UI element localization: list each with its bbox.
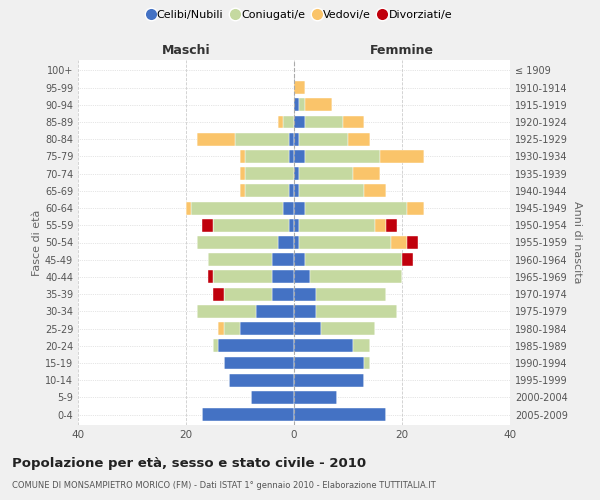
Bar <box>240 322 294 335</box>
Bar <box>256 305 294 318</box>
Bar <box>251 391 294 404</box>
Bar <box>348 132 370 145</box>
Bar <box>353 340 370 352</box>
Bar <box>294 116 305 128</box>
Bar <box>294 219 299 232</box>
Bar <box>208 254 272 266</box>
Bar <box>294 236 299 249</box>
Bar <box>294 150 305 163</box>
Bar <box>380 150 424 163</box>
Bar <box>321 322 375 335</box>
Bar <box>294 305 316 318</box>
Bar <box>294 132 299 145</box>
Bar <box>186 202 191 214</box>
Bar <box>386 219 397 232</box>
Bar <box>283 116 294 128</box>
Bar <box>299 219 375 232</box>
Bar <box>294 167 299 180</box>
Bar <box>299 132 348 145</box>
Bar <box>343 116 364 128</box>
Bar <box>407 202 424 214</box>
Y-axis label: Fasce di età: Fasce di età <box>32 210 42 276</box>
Bar <box>197 236 278 249</box>
Bar <box>407 236 418 249</box>
Bar <box>245 150 289 163</box>
Bar <box>294 408 386 421</box>
Bar <box>191 202 283 214</box>
Bar <box>299 98 305 111</box>
Bar <box>294 356 364 370</box>
Bar <box>240 184 245 198</box>
Bar <box>224 288 272 300</box>
Bar <box>197 132 235 145</box>
Bar <box>283 202 294 214</box>
Bar <box>391 236 407 249</box>
Bar <box>240 167 245 180</box>
Bar <box>305 202 407 214</box>
Text: Femmine: Femmine <box>370 44 434 57</box>
Bar <box>272 288 294 300</box>
Bar <box>299 167 353 180</box>
Bar <box>272 270 294 283</box>
Bar <box>202 408 294 421</box>
Legend: Celibi/Nubili, Coniugati/e, Vedovi/e, Divorziati/e: Celibi/Nubili, Coniugati/e, Vedovi/e, Di… <box>143 6 457 25</box>
Bar <box>316 305 397 318</box>
Bar <box>213 340 218 352</box>
Bar <box>213 288 224 300</box>
Bar <box>224 322 240 335</box>
Bar <box>294 81 305 94</box>
Y-axis label: Anni di nascita: Anni di nascita <box>572 201 581 284</box>
Bar <box>278 236 294 249</box>
Bar <box>294 322 321 335</box>
Bar <box>208 270 213 283</box>
Bar <box>299 184 364 198</box>
Bar <box>235 132 289 145</box>
Bar <box>294 288 316 300</box>
Bar <box>294 202 305 214</box>
Bar <box>375 219 386 232</box>
Bar <box>213 219 289 232</box>
Text: Maschi: Maschi <box>161 44 211 57</box>
Bar <box>245 167 294 180</box>
Bar <box>218 322 224 335</box>
Bar <box>278 116 283 128</box>
Bar <box>218 340 294 352</box>
Bar <box>289 219 294 232</box>
Bar <box>245 184 289 198</box>
Bar <box>305 98 332 111</box>
Bar <box>224 356 294 370</box>
Bar <box>294 340 353 352</box>
Bar <box>202 219 213 232</box>
Bar <box>310 270 402 283</box>
Bar <box>316 288 386 300</box>
Bar <box>294 184 299 198</box>
Bar <box>294 98 299 111</box>
Bar <box>305 150 380 163</box>
Bar <box>213 270 272 283</box>
Bar <box>294 270 310 283</box>
Bar <box>299 236 391 249</box>
Bar <box>294 391 337 404</box>
Bar <box>305 254 402 266</box>
Bar <box>197 305 256 318</box>
Text: COMUNE DI MONSAMPIETRO MORICO (FM) - Dati ISTAT 1° gennaio 2010 - Elaborazione T: COMUNE DI MONSAMPIETRO MORICO (FM) - Dat… <box>12 481 436 490</box>
Bar <box>364 184 386 198</box>
Text: Popolazione per età, sesso e stato civile - 2010: Popolazione per età, sesso e stato civil… <box>12 458 366 470</box>
Bar <box>294 374 364 386</box>
Bar <box>294 254 305 266</box>
Bar <box>229 374 294 386</box>
Bar <box>289 184 294 198</box>
Bar <box>353 167 380 180</box>
Bar <box>289 150 294 163</box>
Bar <box>305 116 343 128</box>
Bar <box>289 132 294 145</box>
Bar <box>240 150 245 163</box>
Bar <box>364 356 370 370</box>
Bar <box>402 254 413 266</box>
Bar <box>272 254 294 266</box>
